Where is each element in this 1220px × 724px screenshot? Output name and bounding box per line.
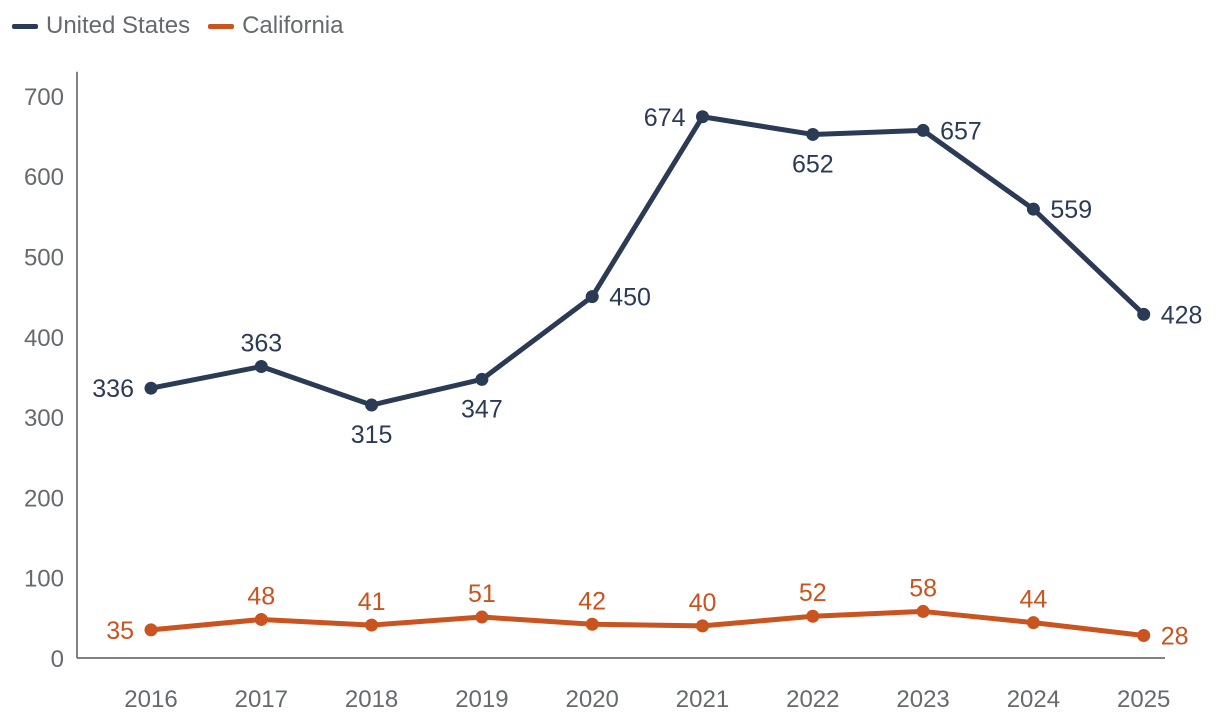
data-label-california: 51 <box>468 580 496 608</box>
data-label-california: 35 <box>106 617 134 645</box>
data-label-united-states: 336 <box>92 375 134 403</box>
data-label-united-states: 428 <box>1161 301 1203 329</box>
y-tick-label: 0 <box>51 646 64 673</box>
data-point-california <box>585 617 599 631</box>
data-point-united-states <box>254 360 268 374</box>
x-tick-label: 2023 <box>896 686 949 713</box>
data-point-united-states <box>144 381 158 395</box>
data-point-united-states <box>475 372 489 386</box>
y-tick-label: 200 <box>24 485 64 512</box>
y-tick-label: 100 <box>24 566 64 593</box>
data-label-california: 42 <box>578 587 606 615</box>
data-point-california <box>1026 616 1040 630</box>
data-point-california <box>1137 629 1151 643</box>
data-label-california: 28 <box>1161 623 1189 651</box>
data-label-california: 44 <box>1019 586 1047 614</box>
y-tick-label: 500 <box>24 245 64 272</box>
data-point-california <box>916 604 930 618</box>
data-label-united-states: 674 <box>644 104 686 132</box>
data-label-california: 52 <box>799 579 827 607</box>
data-point-united-states <box>806 127 820 141</box>
legend-item-california: California <box>208 12 343 40</box>
legend: United States California <box>12 12 343 40</box>
data-point-united-states <box>916 123 930 137</box>
data-point-california <box>475 610 489 624</box>
data-label-california: 40 <box>689 589 717 617</box>
data-label-california: 48 <box>247 582 275 610</box>
y-tick-label: 300 <box>24 405 64 432</box>
y-tick-label: 400 <box>24 325 64 352</box>
x-tick-label: 2025 <box>1117 686 1170 713</box>
series-line-united-states <box>148 114 1147 408</box>
x-tick-label: 2024 <box>1007 686 1060 713</box>
data-label-united-states: 347 <box>461 395 503 423</box>
data-label-california: 58 <box>909 574 937 602</box>
y-tick-label: 700 <box>24 84 64 111</box>
data-label-united-states: 657 <box>940 117 982 145</box>
data-point-united-states <box>1137 307 1151 321</box>
series-line-california <box>148 608 1147 639</box>
data-label-united-states: 363 <box>240 330 282 358</box>
data-point-united-states <box>585 290 599 304</box>
x-tick-label: 2016 <box>124 686 177 713</box>
data-point-california <box>806 609 820 623</box>
legend-item-united-states: United States <box>12 12 190 40</box>
data-label-united-states: 450 <box>609 284 651 312</box>
data-label-california: 41 <box>358 588 386 616</box>
data-point-united-states <box>1026 202 1040 216</box>
x-tick-label: 2018 <box>345 686 398 713</box>
legend-label-united-states: United States <box>46 12 191 39</box>
x-tick-label: 2021 <box>676 686 729 713</box>
legend-label-california: California <box>242 12 344 39</box>
data-point-california <box>144 623 158 637</box>
y-tick-label: 600 <box>24 164 64 191</box>
legend-swatch-united-states <box>12 23 38 29</box>
data-point-california <box>254 612 268 626</box>
data-point-united-states <box>365 398 379 412</box>
x-tick-label: 2019 <box>455 686 508 713</box>
data-label-united-states: 652 <box>792 150 834 178</box>
x-tick-label: 2020 <box>566 686 619 713</box>
data-point-united-states <box>696 110 709 124</box>
data-label-united-states: 315 <box>351 421 393 449</box>
legend-swatch-california <box>208 23 235 29</box>
x-tick-label: 2022 <box>786 686 839 713</box>
data-point-california <box>365 618 379 632</box>
data-point-california <box>696 619 709 633</box>
x-tick-label: 2017 <box>235 686 288 713</box>
data-label-united-states: 559 <box>1050 196 1092 224</box>
